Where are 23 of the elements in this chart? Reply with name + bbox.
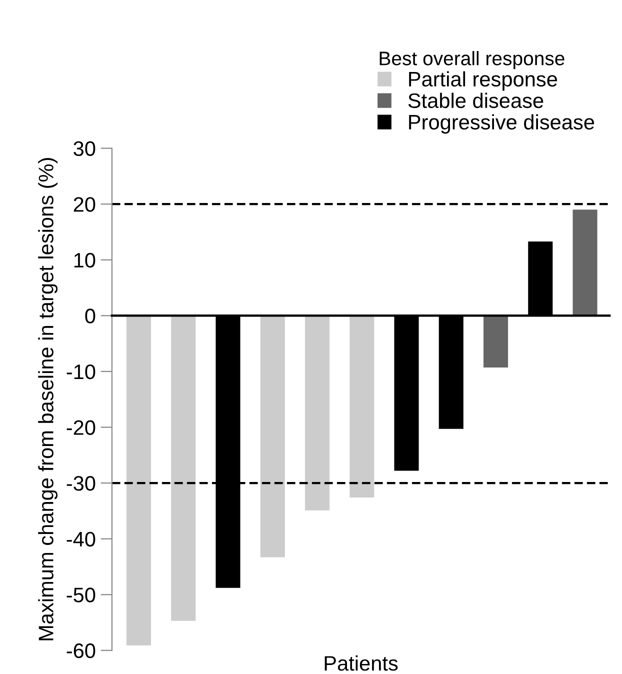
y-tick-label: -10 bbox=[66, 364, 96, 380]
y-tick-label: 30 bbox=[74, 141, 96, 156]
y-tick-label: 10 bbox=[74, 252, 96, 268]
y-tick-label: -40 bbox=[66, 532, 96, 547]
y-tick-label: -20 bbox=[66, 420, 96, 435]
bar bbox=[350, 316, 374, 498]
bar bbox=[171, 316, 196, 621]
legend-title: Best overall response bbox=[380, 51, 564, 70]
y-tick-label: -50 bbox=[66, 588, 96, 602]
legend-label: Partial response bbox=[409, 71, 558, 91]
y-tick-label: 0 bbox=[85, 308, 96, 324]
legend-label: Progressive disease bbox=[409, 114, 594, 134]
y-tick-label: -30 bbox=[66, 476, 96, 491]
y-tick-label: -60 bbox=[66, 643, 96, 658]
bar bbox=[304, 316, 330, 510]
bar bbox=[572, 210, 598, 316]
y-axis-title: Maximum change from baseline in target lesions (%) bbox=[38, 158, 58, 640]
y-tick-label: 20 bbox=[74, 197, 96, 212]
bar bbox=[260, 316, 285, 558]
bar bbox=[126, 316, 152, 646]
x-axis-title: Patients bbox=[324, 655, 398, 671]
bar bbox=[483, 316, 508, 368]
legend-label: Stable disease bbox=[408, 92, 544, 108]
